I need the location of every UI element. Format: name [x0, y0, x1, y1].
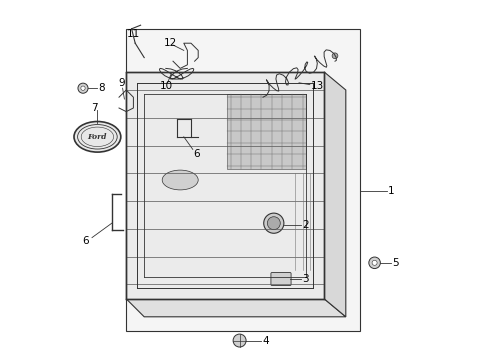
Polygon shape	[126, 299, 346, 317]
Polygon shape	[324, 72, 346, 317]
Ellipse shape	[162, 170, 198, 190]
Circle shape	[81, 86, 85, 90]
Text: 6: 6	[193, 149, 199, 159]
Circle shape	[268, 217, 280, 230]
Text: 4: 4	[262, 336, 269, 346]
FancyBboxPatch shape	[271, 273, 291, 285]
Text: Ford: Ford	[88, 133, 107, 141]
Circle shape	[369, 257, 380, 269]
Text: 9: 9	[118, 78, 125, 88]
Text: 5: 5	[392, 258, 398, 268]
Polygon shape	[126, 72, 324, 299]
Text: 11: 11	[127, 29, 141, 39]
Circle shape	[332, 53, 338, 59]
Circle shape	[78, 83, 88, 93]
Text: 13: 13	[311, 81, 324, 91]
Polygon shape	[227, 94, 306, 169]
Ellipse shape	[74, 122, 121, 152]
Circle shape	[233, 334, 246, 347]
Text: 2: 2	[302, 220, 309, 230]
Text: 7: 7	[91, 103, 98, 113]
Text: 12: 12	[164, 38, 177, 48]
Circle shape	[264, 213, 284, 233]
Text: 10: 10	[159, 81, 172, 91]
Polygon shape	[126, 29, 360, 331]
Text: 3: 3	[302, 274, 309, 284]
Circle shape	[372, 260, 377, 265]
Text: 6: 6	[82, 236, 89, 246]
Text: 8: 8	[98, 83, 105, 93]
Text: 1: 1	[388, 186, 395, 196]
